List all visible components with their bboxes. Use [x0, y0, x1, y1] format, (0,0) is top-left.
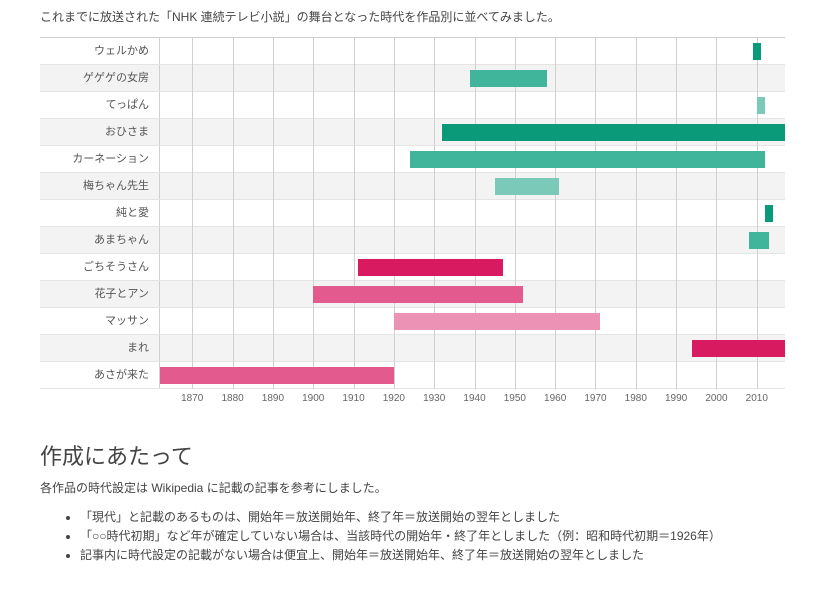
- axis-tick-label: 1880: [221, 393, 243, 404]
- row-label: あまちゃん: [40, 227, 160, 253]
- chart-row: カーネーション: [40, 146, 785, 173]
- row-label: 花子とアン: [40, 281, 160, 307]
- notes-heading: 作成にあたって: [40, 439, 785, 471]
- row-label: 梅ちゃん先生: [40, 173, 160, 199]
- timeline-bar: [692, 340, 785, 357]
- chart-row: ゲゲゲの女房: [40, 65, 785, 92]
- row-track: [160, 146, 785, 172]
- row-track: [160, 38, 785, 64]
- row-track: [160, 227, 785, 253]
- row-label: おひさま: [40, 119, 160, 145]
- chart-row: おひさま: [40, 119, 785, 146]
- timeline-chart: ウェルかめゲゲゲの女房てっぱんおひさまカーネーション梅ちゃん先生純と愛あまちゃん…: [40, 37, 785, 389]
- axis-tick-label: 1970: [584, 393, 606, 404]
- axis-tick-label: 1940: [463, 393, 485, 404]
- row-track: [160, 335, 785, 361]
- chart-row: 梅ちゃん先生: [40, 173, 785, 200]
- row-label: ごちそうさん: [40, 254, 160, 280]
- notes-item: 「現代」と記載のあるものは、開始年＝放送開始年、終了年＝放送開始の翌年としました: [80, 508, 785, 525]
- chart-row: あさが来た: [40, 362, 785, 389]
- axis-tick-label: 1900: [302, 393, 324, 404]
- chart-row: てっぱん: [40, 92, 785, 119]
- timeline-bar: [495, 178, 560, 195]
- row-label: カーネーション: [40, 146, 160, 172]
- x-axis: 1870 1880 1890 1900 1910 1920 1930 1940 1950 1960…: [40, 393, 785, 413]
- row-track: [160, 281, 785, 307]
- row-label: てっぱん: [40, 92, 160, 118]
- axis-tick-label: 1870: [181, 393, 203, 404]
- row-label: まれ: [40, 335, 160, 361]
- notes-subheading: 各作品の時代設定は Wikipedia に記載の記事を参考にしました。: [40, 479, 785, 496]
- timeline-bar: [442, 124, 785, 141]
- timeline-bar: [160, 367, 394, 384]
- chart-row: マッサン: [40, 308, 785, 335]
- timeline-bar: [470, 70, 547, 87]
- row-label: あさが来た: [40, 362, 160, 388]
- row-label: ゲゲゲの女房: [40, 65, 160, 91]
- row-label: ウェルかめ: [40, 38, 160, 64]
- row-label: 純と愛: [40, 200, 160, 226]
- timeline-bar: [358, 259, 503, 276]
- chart-row: ごちそうさん: [40, 254, 785, 281]
- axis-tick-label: 1920: [383, 393, 405, 404]
- row-track: [160, 173, 785, 199]
- notes-list: 「現代」と記載のあるものは、開始年＝放送開始年、終了年＝放送開始の翌年としました…: [40, 508, 785, 563]
- axis-tick-label: 2010: [746, 393, 768, 404]
- axis-tick-label: 1960: [544, 393, 566, 404]
- row-track: [160, 362, 785, 388]
- timeline-bar: [313, 286, 523, 303]
- axis-tick-label: 1890: [262, 393, 284, 404]
- axis-tick-label: 1910: [342, 393, 364, 404]
- timeline-bar: [410, 151, 765, 168]
- row-track: [160, 308, 785, 334]
- axis-tick-label: 1930: [423, 393, 445, 404]
- row-track: [160, 119, 785, 145]
- row-track: [160, 92, 785, 118]
- timeline-bar: [753, 43, 761, 60]
- row-track: [160, 200, 785, 226]
- row-label: マッサン: [40, 308, 160, 334]
- chart-row: あまちゃん: [40, 227, 785, 254]
- intro-text: これまでに放送された「NHK 連続テレビ小説」の舞台となった時代を作品別に並べて…: [40, 8, 785, 25]
- notes-item: 記事内に時代設定の記載がない場合は便宜上、開始年＝放送開始年、終了年＝放送開始の…: [80, 546, 785, 563]
- axis-tick-label: 2000: [705, 393, 727, 404]
- timeline-bar: [765, 205, 773, 222]
- notes-item: 「○○時代初期」など年が確定していない場合は、当該時代の開始年・終了年としました…: [80, 527, 785, 544]
- row-track: [160, 65, 785, 91]
- timeline-bar: [757, 97, 765, 114]
- chart-row: 純と愛: [40, 200, 785, 227]
- axis-tick-label: 1990: [665, 393, 687, 404]
- axis-tick-label: 1980: [625, 393, 647, 404]
- axis-tick-label: 1950: [504, 393, 526, 404]
- chart-row: ウェルかめ: [40, 38, 785, 65]
- chart-row: まれ: [40, 335, 785, 362]
- timeline-bar: [394, 313, 600, 330]
- chart-row: 花子とアン: [40, 281, 785, 308]
- row-track: [160, 254, 785, 280]
- timeline-bar: [749, 232, 769, 249]
